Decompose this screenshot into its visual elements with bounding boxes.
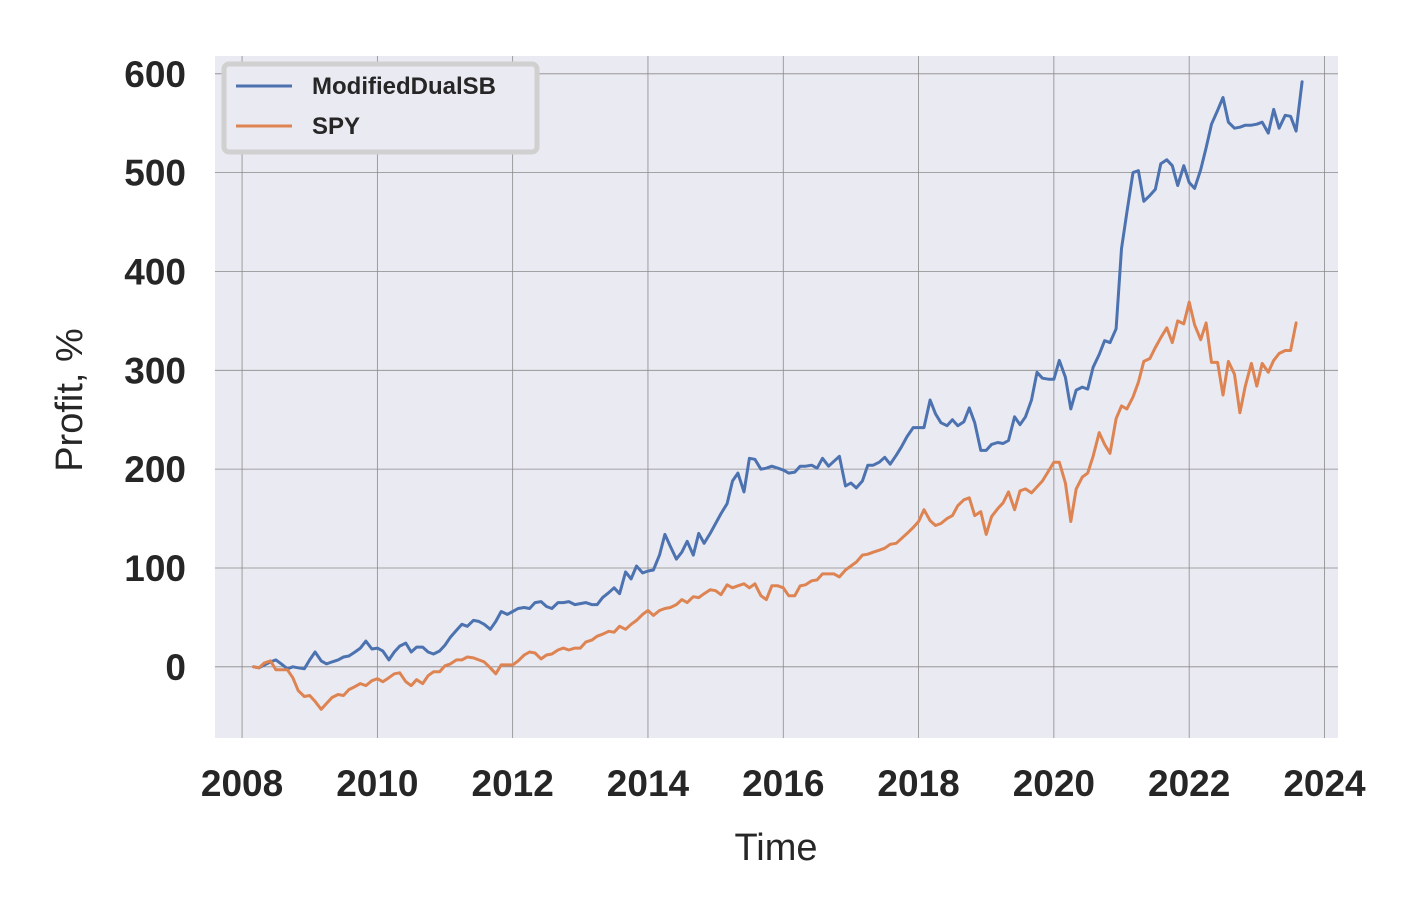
legend-box [221, 61, 540, 155]
y-tick-label-300: 300 [124, 350, 186, 391]
series-layer [252, 80, 1304, 711]
y-tick-label-0: 0 [165, 647, 186, 688]
legend-label-modifieddualsb: ModifiedDualSB [312, 73, 496, 100]
x-tick-label-2008: 2008 [201, 763, 283, 804]
y-tick-label-200: 200 [124, 449, 186, 490]
x-tick-label-2014: 2014 [607, 763, 690, 804]
y-tick-label-600: 600 [124, 54, 186, 95]
series-line-modifieddualsb [252, 80, 1304, 671]
series-line-spy [252, 300, 1298, 711]
x-tick-label-2012: 2012 [472, 763, 554, 804]
plot-area [215, 56, 1338, 738]
legend: ModifiedDualSB SPY [221, 61, 540, 155]
y-tick-label-500: 500 [124, 153, 186, 194]
y-tick-label-400: 400 [124, 251, 186, 292]
x-tick-label-2024: 2024 [1283, 763, 1366, 804]
x-tick-label-2016: 2016 [742, 763, 824, 804]
x-tick-label-2020: 2020 [1013, 763, 1095, 804]
x-tick-label-2010: 2010 [336, 763, 418, 804]
y-axis-label: Profit, % [49, 328, 91, 472]
y-tick-label-100: 100 [124, 548, 186, 589]
x-tick-labels: 2008 2010 2012 2014 2016 2018 2020 2022 2024 [201, 763, 1366, 804]
x-grid [241, 56, 1325, 738]
y-grid [215, 73, 1338, 668]
y-tick-labels: 0 100 200 300 400 500 600 [124, 54, 186, 688]
x-tick-label-2022: 2022 [1148, 763, 1230, 804]
x-axis-label: Time [734, 827, 817, 869]
legend-label-spy: SPY [312, 113, 360, 140]
x-tick-label-2018: 2018 [877, 763, 959, 804]
